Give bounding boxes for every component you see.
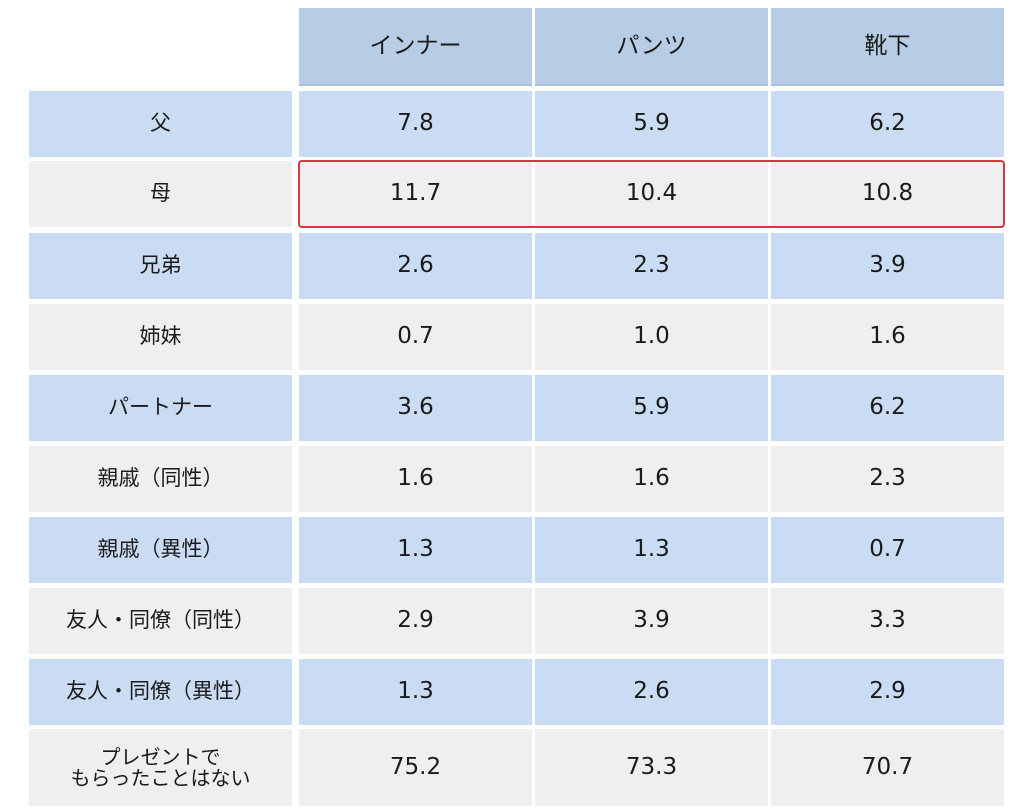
table-cell: 2.3: [771, 446, 1004, 512]
table-cell: 6.2: [771, 91, 1004, 157]
table-cell: 2.3: [535, 233, 768, 299]
row-label: 親戚（異性）: [29, 517, 292, 583]
table-cell: 2.6: [299, 233, 532, 299]
table-cell: 2.9: [299, 588, 532, 654]
table-cell: 1.6: [535, 446, 768, 512]
row-label: 父: [29, 91, 292, 157]
row-label: 友人・同僚（異性）: [29, 659, 292, 725]
table-cell: 5.9: [535, 375, 768, 441]
column-header: パンツ: [535, 8, 768, 86]
table-cell: 70.7: [771, 729, 1004, 806]
table-cell: 3.6: [299, 375, 532, 441]
table-cell: 1.3: [535, 517, 768, 583]
table-cell: 5.9: [535, 91, 768, 157]
table-cell: 2.9: [771, 659, 1004, 725]
table-cell: 1.0: [535, 304, 768, 370]
table-cell: 75.2: [299, 729, 532, 806]
table-cell: 3.3: [771, 588, 1004, 654]
row-label: パートナー: [29, 375, 292, 441]
table-cell: 0.7: [771, 517, 1004, 583]
row-label-line: もらったことはない: [70, 765, 251, 790]
table-cell: 7.8: [299, 91, 532, 157]
column-header: インナー: [299, 8, 532, 86]
row-label: プレゼントで もらったことはない: [29, 729, 292, 806]
table-cell: 10.4: [535, 161, 768, 227]
table-cell: 3.9: [535, 588, 768, 654]
row-label: 友人・同僚（同性）: [29, 588, 292, 654]
column-header: 靴下: [771, 8, 1004, 86]
table-cell: 0.7: [299, 304, 532, 370]
table-cell: 73.3: [535, 729, 768, 806]
table-cell: 1.6: [771, 304, 1004, 370]
table-cell: 1.6: [299, 446, 532, 512]
row-label-line: プレゼントで: [100, 744, 221, 769]
table-cell: 2.6: [535, 659, 768, 725]
table-cell: 3.9: [771, 233, 1004, 299]
row-label: 親戚（同性）: [29, 446, 292, 512]
table-cell: 11.7: [299, 161, 532, 227]
table-cell: 6.2: [771, 375, 1004, 441]
row-label: 母: [29, 161, 292, 227]
row-label: 姉妹: [29, 304, 292, 370]
table-cell: 1.3: [299, 517, 532, 583]
table-cell: 1.3: [299, 659, 532, 725]
row-label: 兄弟: [29, 233, 292, 299]
table-cell: 10.8: [771, 161, 1004, 227]
